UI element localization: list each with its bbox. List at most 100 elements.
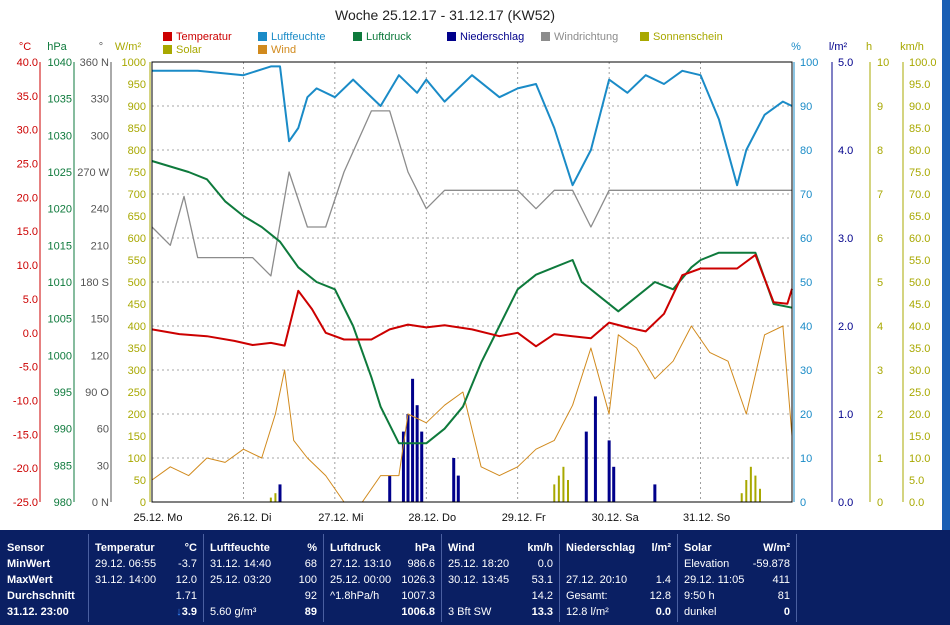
axis-tick-label: 1	[877, 453, 883, 465]
axis-tick-label: 50	[134, 475, 146, 487]
axis-tick-label: 35.0	[17, 91, 38, 103]
stats-current-value: 89	[304, 606, 317, 618]
axis-tick-label: 100	[800, 57, 818, 69]
axis-tick-label: 4	[877, 321, 883, 333]
stats-min-value: 986.6	[407, 558, 435, 570]
chart-axes: °C40.035.030.025.020.015.010.05.00.0-5.0…	[13, 41, 937, 509]
stats-separator	[203, 534, 204, 622]
axis-tick-label: 150	[91, 314, 109, 326]
stats-avg-value: 1.71	[175, 590, 197, 602]
axis-tick-label: 6	[877, 233, 883, 245]
axis-tick-label: 4.0	[838, 145, 853, 157]
axis-tick-label: 5.0	[838, 57, 853, 69]
sunshine-bar	[553, 484, 556, 502]
axis-tick-label: 1020	[48, 204, 72, 216]
legend-label: Luftdruck	[366, 31, 412, 43]
axis-tick-label: 120	[91, 350, 109, 362]
axis-tick-label: 800	[128, 145, 146, 157]
stats-unit: W/m²	[763, 542, 790, 554]
x-tick-label: 26.12. Di	[227, 512, 271, 524]
stats-column-niederschlag: Niederschlag l/m² 27.12. 20:10 1.4 Gesam…	[560, 530, 677, 625]
stats-max-time: 30.12. 13:45	[448, 574, 510, 586]
stats-title: Wind	[448, 542, 475, 554]
x-axis-ticks: 25.12. Mo 26.12. Di 27.12. Mi 28.12. Do 29.1…	[134, 512, 731, 524]
axis-tick-label: 360 N	[80, 57, 109, 69]
precip-bar	[607, 440, 611, 502]
axis-tick-label: 30	[97, 460, 109, 472]
stats-label-column: Sensor MinWert MaxWert Durchschnitt 31.1…	[0, 530, 88, 625]
axis-tick-label: 10.0	[909, 453, 930, 465]
x-tick-label: 29.12. Fr	[502, 512, 546, 524]
stats-max-time: 29.12. 11:05	[684, 574, 745, 586]
axis-tick-label: 35.0	[909, 343, 930, 355]
axis-unit: hPa	[47, 41, 67, 53]
axis-unit: h	[866, 41, 872, 53]
stats-title: Luftfeuchte	[210, 542, 270, 554]
series-line-temperatur	[151, 253, 793, 348]
axis-tick-label: 40.0	[17, 57, 38, 69]
stats-current-extra: 3 Bft SW	[448, 606, 492, 618]
axis-unit: °C	[19, 41, 31, 53]
axis-tick-label: 0	[140, 497, 146, 509]
stats-current-extra: dunkel	[684, 606, 717, 618]
axis-tick-label: 0	[877, 497, 883, 509]
stats-separator	[441, 534, 442, 622]
axis-tick-label: 900	[128, 101, 146, 113]
stats-min-time: 31.12. 14:40	[210, 558, 272, 570]
stats-min-value: -3.7	[178, 558, 197, 570]
stats-min-time: 29.12. 06:55	[95, 558, 157, 570]
axis-tick-label: 1030	[48, 130, 72, 142]
axis-tick-label: 210	[91, 240, 109, 252]
legend-swatch	[163, 45, 172, 54]
axis-tick-label: 1040	[48, 57, 72, 69]
x-tick-label: 25.12. Mo	[134, 512, 183, 524]
axis-tick-label: 95.0	[909, 79, 930, 91]
x-tick-label: 31.12. So	[683, 512, 730, 524]
axis-tick-label: 995	[54, 387, 72, 399]
stats-avg-value: 92	[304, 590, 317, 602]
stats-avg-value: 81	[777, 590, 790, 602]
stats-label-durchschnitt: Durchschnitt	[7, 590, 75, 602]
axis-tick-label: 250	[128, 387, 146, 399]
stats-current-temp: 3.9	[181, 606, 197, 618]
axis-tick-label: 150	[128, 431, 146, 443]
stats-max-time: 25.12. 00:00	[330, 574, 392, 586]
axis-tick-label: 60	[97, 424, 109, 436]
axis-tick-label: 1000	[48, 350, 72, 362]
axis-tick-label: 550	[128, 255, 146, 267]
desktop-edge	[942, 0, 950, 530]
axis-tick-label: 2	[877, 409, 883, 421]
precip-bar	[420, 431, 424, 502]
legend-swatch	[258, 32, 267, 41]
axis-tick-label: 985	[54, 460, 72, 472]
stats-unit: %	[307, 542, 317, 554]
stats-column-wind: Wind km/h 25.12. 18:20 0.0 30.12. 13:45 …	[442, 530, 559, 625]
sunshine-bar	[562, 466, 565, 502]
sunshine-bar	[749, 466, 752, 502]
stats-title: Solar	[684, 542, 712, 554]
axis-tick-label: 980	[54, 497, 72, 509]
axis-tick-label: 55.0	[909, 255, 930, 267]
axis-tick-label: 20.0	[17, 192, 38, 204]
axis-tick-label: 1010	[48, 277, 72, 289]
chart-title: Woche 25.12.17 - 31.12.17 (KW52)	[335, 7, 555, 23]
stats-current-value: 0	[783, 606, 790, 618]
sunshine-bar	[269, 497, 272, 502]
precip-bar	[612, 466, 616, 502]
axis-tick-label: 3.0	[838, 233, 853, 245]
stats-trend: ^1.8hPa/h	[330, 590, 380, 602]
axis-tick-label: 40.0	[909, 321, 930, 333]
stats-min-time: 25.12. 18:20	[448, 558, 510, 570]
legend-label: Luftfeuchte	[271, 31, 325, 43]
axis-tick-label: 7	[877, 189, 883, 201]
legend-label: Windrichtung	[554, 31, 618, 43]
stats-label-sensor: Sensor	[7, 542, 45, 554]
sunshine-bar	[274, 493, 277, 502]
stats-max-value: 1.4	[655, 574, 671, 586]
stats-max-value: 1026.3	[401, 574, 435, 586]
stats-unit: hPa	[414, 542, 435, 554]
axis-tick-label: 0	[800, 497, 806, 509]
stats-min-time: Elevation	[684, 558, 730, 570]
x-tick-label: 28.12. Do	[408, 512, 456, 524]
stats-column-luftdruck: Luftdruck hPa 27.12. 13:10 986.6 25.12. …	[324, 530, 441, 625]
